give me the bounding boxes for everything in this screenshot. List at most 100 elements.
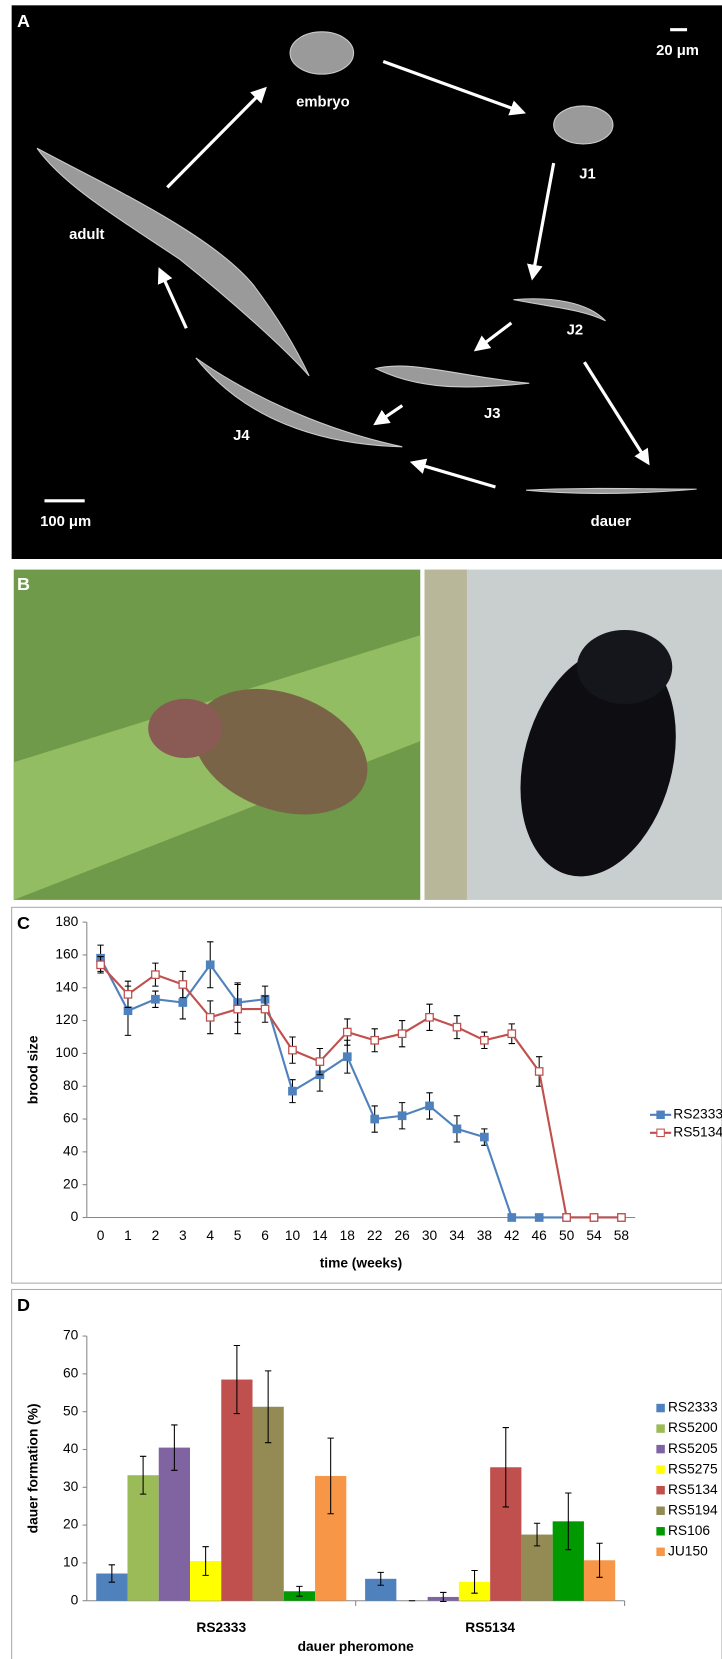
data-point bbox=[589, 1213, 599, 1222]
data-point bbox=[151, 994, 160, 1004]
data-point bbox=[178, 980, 188, 989]
beetle bbox=[193, 688, 368, 815]
x-tick-label: 3 bbox=[179, 1228, 187, 1243]
y-tick-label: 120 bbox=[55, 1012, 78, 1027]
legend-swatch bbox=[656, 1403, 665, 1413]
data-point bbox=[370, 1035, 380, 1045]
x-tick-label: 54 bbox=[586, 1228, 602, 1243]
legend-swatch bbox=[656, 1527, 665, 1536]
legend-label: RS2333 bbox=[673, 1106, 722, 1121]
legend-swatch bbox=[656, 1465, 665, 1474]
x-tick-label: 38 bbox=[477, 1228, 493, 1243]
x-tick-label: 42 bbox=[504, 1228, 519, 1243]
x-axis-label: dauer pheromone bbox=[298, 1639, 414, 1654]
data-point bbox=[507, 1029, 517, 1039]
legend-label: RS5134 bbox=[673, 1124, 722, 1139]
x-tick-label: 58 bbox=[614, 1228, 630, 1243]
scale-label: 20 μm bbox=[656, 43, 699, 59]
panel-a: A 20 μm 100 μm embryo J1 J2 J3 J4 adult … bbox=[11, 5, 722, 560]
legend-label: RS5200 bbox=[668, 1420, 718, 1435]
y-tick-label: 20 bbox=[63, 1176, 79, 1191]
legend-label: RS5134 bbox=[668, 1482, 718, 1497]
error-bar bbox=[171, 1424, 178, 1471]
error-bar bbox=[565, 1492, 572, 1551]
beetle-head bbox=[576, 629, 673, 705]
x-tick-label: 50 bbox=[559, 1228, 575, 1243]
legend-swatch bbox=[656, 1506, 665, 1515]
error-bar bbox=[377, 1571, 384, 1586]
legend-label: RS5194 bbox=[668, 1502, 718, 1517]
error-bar bbox=[139, 1455, 147, 1495]
data-point bbox=[507, 1213, 517, 1222]
x-tick-label: RS5134 bbox=[465, 1620, 515, 1635]
x-tick-label: 46 bbox=[532, 1228, 548, 1243]
panel-b: B bbox=[13, 569, 722, 900]
legend-label: RS5205 bbox=[668, 1441, 718, 1456]
data-point bbox=[617, 1213, 626, 1222]
beetle bbox=[520, 648, 676, 877]
panel-label: C bbox=[17, 913, 30, 933]
error-bar bbox=[471, 1569, 478, 1594]
data-point bbox=[562, 1213, 571, 1222]
x-tick-label: RS2333 bbox=[196, 1620, 246, 1635]
error-bar bbox=[440, 1591, 447, 1603]
y-tick-label: 0 bbox=[71, 1209, 79, 1224]
legend-label: RS2333 bbox=[668, 1400, 718, 1415]
data-point bbox=[480, 1035, 489, 1045]
data-point bbox=[178, 998, 188, 1007]
data-point bbox=[260, 1004, 270, 1014]
series-line bbox=[99, 964, 622, 1219]
stage-label: dauer bbox=[591, 514, 632, 530]
error-bar bbox=[233, 1344, 241, 1415]
data-point bbox=[397, 1111, 407, 1121]
beetle-head bbox=[148, 698, 223, 759]
data-point bbox=[151, 970, 160, 979]
data-point bbox=[452, 1124, 462, 1134]
x-tick-label: 10 bbox=[285, 1228, 301, 1243]
panel-label: A bbox=[17, 11, 30, 31]
error-bar bbox=[533, 1522, 541, 1547]
data-point bbox=[452, 1022, 462, 1032]
y-tick-label: 60 bbox=[63, 1111, 79, 1126]
y-tick-label: 30 bbox=[63, 1479, 79, 1494]
data-point bbox=[370, 1114, 380, 1124]
y-tick-label: 160 bbox=[55, 947, 78, 962]
error-bar bbox=[327, 1437, 334, 1515]
stage-label: embryo bbox=[296, 95, 350, 111]
y-tick-label: 100 bbox=[55, 1045, 78, 1060]
data-point bbox=[342, 1052, 352, 1062]
bar bbox=[365, 1578, 397, 1601]
error-bar bbox=[202, 1546, 209, 1576]
stage-label: adult bbox=[69, 227, 104, 243]
data-point bbox=[233, 1004, 242, 1014]
x-axis-label: time (weeks) bbox=[320, 1256, 403, 1271]
y-tick-label: 0 bbox=[71, 1592, 79, 1607]
error-bar bbox=[264, 1370, 272, 1444]
x-tick-label: 26 bbox=[394, 1228, 410, 1243]
arrows bbox=[157, 59, 650, 489]
panel-a-background bbox=[11, 5, 722, 560]
x-tick-label: 34 bbox=[449, 1228, 465, 1243]
data-point bbox=[123, 1006, 133, 1016]
panel-label: B bbox=[17, 574, 30, 594]
bar bbox=[221, 1379, 253, 1601]
x-tick-label: 30 bbox=[422, 1228, 438, 1243]
legend-swatch bbox=[656, 1444, 665, 1454]
legend-label: RS106 bbox=[668, 1523, 710, 1538]
legend-label: RS5275 bbox=[668, 1461, 718, 1476]
legend-marker bbox=[656, 1110, 665, 1120]
legend-swatch bbox=[656, 1424, 665, 1433]
data-point bbox=[205, 1012, 215, 1022]
y-tick-label: 20 bbox=[63, 1517, 79, 1532]
data-point bbox=[397, 1029, 407, 1039]
x-tick-label: 6 bbox=[261, 1228, 269, 1243]
scale-label: 100 μm bbox=[40, 514, 91, 530]
data-point bbox=[123, 989, 133, 999]
stage-label: J3 bbox=[484, 406, 500, 422]
y-tick-label: 40 bbox=[63, 1143, 79, 1158]
legend-swatch bbox=[656, 1485, 665, 1495]
stage-label: J2 bbox=[567, 322, 583, 338]
y-axis-label: brood size bbox=[26, 1035, 41, 1104]
data-point bbox=[425, 1101, 434, 1111]
